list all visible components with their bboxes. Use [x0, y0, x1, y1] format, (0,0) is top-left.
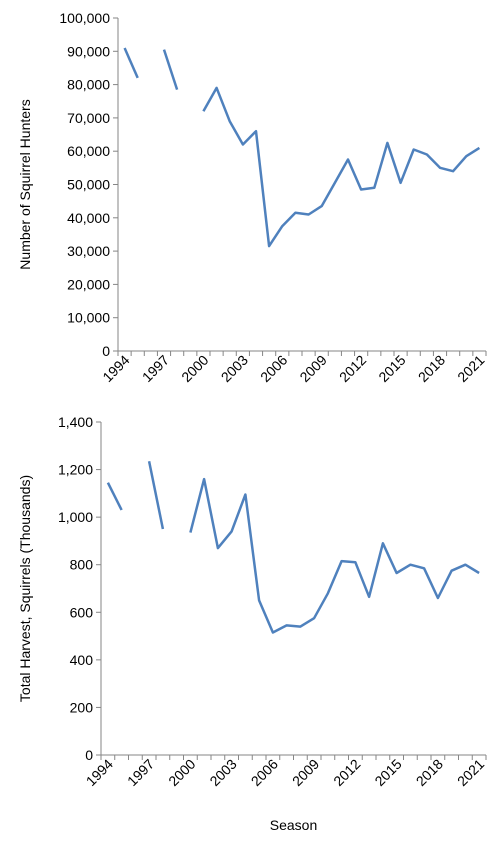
series-line-segment: [123, 47, 139, 79]
x-tick-label: 2021: [454, 352, 487, 385]
y-tick-label: 60,000: [67, 143, 110, 159]
y-tick-label: 0: [102, 343, 110, 359]
x-tick-label: 2012: [336, 352, 369, 385]
series-line-segment: [162, 49, 179, 90]
hunters-chart: 0 10,000 20,000 30,000 40,000 50,000 60,000 70,…: [17, 10, 488, 385]
x-tick-label: 2003: [206, 756, 239, 789]
x-tick-label: 2012: [330, 756, 363, 789]
x-tick-label: 2015: [375, 352, 408, 385]
x-tick-label: 2021: [454, 756, 487, 789]
y-tick-label: 1,000: [58, 509, 93, 525]
y-tick-label: 600: [70, 604, 94, 620]
series-line-segment: [147, 460, 165, 530]
series-line-segment: [202, 86, 481, 248]
y-tick-label: 40,000: [67, 210, 110, 226]
y-axis-title: Total Harvest, Squirrels (Thousands): [17, 475, 33, 702]
x-tick-label: 2018: [413, 756, 446, 789]
y-tick-label: 100,000: [59, 10, 110, 26]
y-tick-label: 400: [70, 652, 94, 668]
x-tick-label: 1997: [124, 756, 157, 789]
y-tick-label: 10,000: [67, 310, 110, 326]
y-tick-label: 200: [70, 699, 94, 715]
x-tick-label: 2009: [296, 352, 329, 385]
y-tick-label: 800: [70, 557, 94, 573]
y-tick-label: 80,000: [67, 77, 110, 93]
y-tick-label: 1,200: [58, 462, 93, 478]
y-tick-label: 50,000: [67, 177, 110, 193]
y-tick-label: 20,000: [67, 276, 110, 292]
x-tick-label: 2006: [257, 352, 290, 385]
y-axis-title: Number of Squirrel Hunters: [17, 99, 33, 269]
x-tick-label: 2015: [371, 756, 404, 789]
y-tick-label: 1,400: [58, 414, 93, 430]
x-axis-title: Season: [270, 817, 317, 833]
x-tick-label: 2000: [178, 352, 211, 385]
series-line-segment: [106, 482, 123, 511]
x-tick-label: 2009: [289, 756, 322, 789]
x-tick-label: 2018: [415, 352, 448, 385]
y-tick-label: 90,000: [67, 43, 110, 59]
x-tick-label: 2000: [165, 756, 198, 789]
x-tick-label: 1997: [139, 352, 172, 385]
y-tick-label: 30,000: [67, 243, 110, 259]
y-tick-label: 0: [85, 747, 93, 763]
y-tick-label: 70,000: [67, 110, 110, 126]
x-tick-label: 2006: [248, 756, 281, 789]
series-line-segment: [189, 477, 480, 634]
x-tick-label: 2003: [218, 352, 251, 385]
